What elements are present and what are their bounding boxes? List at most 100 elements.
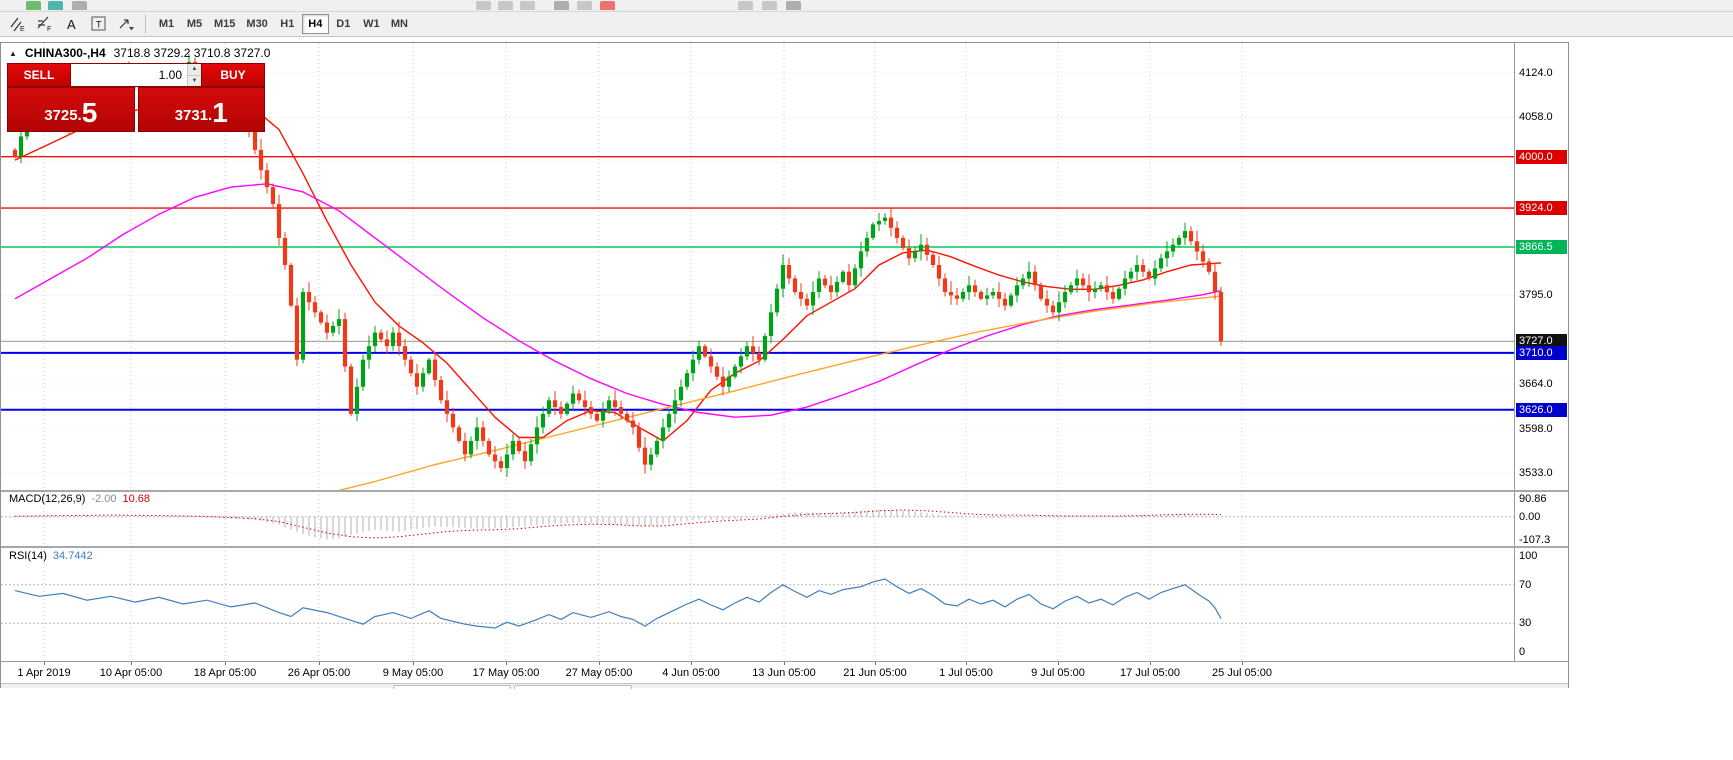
toolbar-icon-partial[interactable] — [738, 1, 753, 10]
sell-price-display[interactable]: 3725. 5 — [7, 87, 135, 132]
toolbar-icon-partial[interactable] — [577, 1, 592, 10]
time-label: 25 Jul 05:00 — [1212, 667, 1272, 679]
buy-price-display[interactable]: 3731. 1 — [137, 87, 265, 132]
toolbar-icon-partial[interactable] — [476, 1, 491, 10]
time-label: 4 Jun 05:00 — [662, 667, 720, 679]
rsi-panel-splitter[interactable] — [1, 546, 1568, 548]
horizontal-lines-layer — [1, 155, 1514, 411]
timeframe-button-mn[interactable]: MN — [390, 18, 408, 30]
toolbar-icon-partial[interactable] — [498, 1, 513, 10]
toolbar-row-1-partial — [0, 0, 1733, 12]
ma-line-red — [14, 98, 1222, 442]
macd-name: MACD(12,26,9) — [9, 493, 86, 505]
price-axis[interactable]: 4124.0 4058.0 3795.0 3664.0 3598.0 3533.0 4000… — [1514, 43, 1568, 661]
toolbar-icon-partial[interactable] — [26, 1, 41, 10]
sell-button[interactable]: SELL — [7, 63, 71, 87]
timeframe-button-h1[interactable]: H1 — [280, 18, 295, 30]
time-tick — [1242, 662, 1243, 665]
main-chart-plot[interactable] — [1, 43, 1514, 491]
price-badge: 4000.0 — [1516, 149, 1567, 164]
buy-price-big-digit: 1 — [212, 97, 228, 128]
buy-price-main: 3731. — [174, 107, 213, 124]
timeframe-button-m5[interactable]: M5 — [186, 18, 203, 30]
rsi-indicator-plot[interactable] — [1, 547, 1514, 661]
timeframe-button-d1[interactable]: D1 — [336, 18, 351, 30]
ma-line-orange — [333, 295, 1222, 491]
timeframe-button-w1[interactable]: W1 — [363, 18, 380, 30]
time-label: 17 May 05:00 — [472, 667, 540, 679]
equidistant-channel-icon[interactable]: E — [6, 14, 30, 35]
time-label: 9 May 05:00 — [382, 667, 444, 679]
text-icon[interactable]: A — [60, 14, 84, 35]
chart-symbol-label: CHINA300-,H4 — [24, 46, 106, 60]
macd-signal-value: 10.68 — [122, 493, 151, 505]
time-tick — [691, 662, 692, 665]
timeframe-button-m30[interactable]: M30 — [246, 18, 268, 30]
rsi-axis-label: 100 — [1519, 550, 1538, 562]
price-tick-label: 3533.0 — [1519, 466, 1553, 479]
timeframe-button-m1[interactable]: M1 — [158, 18, 175, 30]
toolbar-icon-partial[interactable] — [554, 1, 569, 10]
time-tick — [506, 662, 507, 665]
chart-tab-partial[interactable] — [514, 685, 632, 689]
rsi-axis-label: 70 — [1519, 578, 1532, 591]
chart-header: ▲ CHINA300-,H4 3718.8 3729.2 3710.8 3727… — [9, 46, 270, 60]
toolbar-icon-partial[interactable] — [786, 1, 801, 10]
macd-indicator-plot[interactable] — [1, 491, 1514, 547]
time-tick — [599, 662, 600, 665]
chart-ohlc-label: 3718.8 3729.2 3710.8 3727.0 — [113, 46, 271, 60]
time-tick — [44, 662, 45, 665]
ma-line-magenta — [14, 183, 1222, 418]
volume-down-button[interactable]: ▼ — [188, 75, 201, 86]
toolbar-row-2: E F A T M1 M5 M15 M30 H1 H4 D1 W1 MN — [0, 12, 1733, 37]
time-axis[interactable]: 1 Apr 2019 10 Apr 05:00 18 Apr 05:00 26 Apr… — [1, 661, 1568, 683]
svg-text:F: F — [47, 26, 51, 33]
chart-tab-partial[interactable] — [393, 685, 511, 689]
volume-up-button[interactable]: ▲ — [188, 64, 201, 76]
rsi-axis-label: 30 — [1519, 617, 1532, 630]
toolbar-icon-partial[interactable] — [762, 1, 777, 10]
toolbar-icon-partial[interactable] — [72, 1, 87, 10]
arrows-dropdown-icon[interactable] — [114, 14, 138, 35]
toolbar-icon-partial[interactable] — [48, 1, 63, 10]
rsi-value: 34.7442 — [52, 550, 93, 562]
timeframe-button-m15[interactable]: M15 — [214, 18, 236, 30]
time-label: 17 Jul 05:00 — [1120, 667, 1180, 679]
one-click-trading-panel: SELL ▲ ▼ BUY 3725.5 3731.1 — [7, 63, 265, 132]
toolbar-icon-partial[interactable] — [520, 1, 535, 10]
time-label: 10 Apr 05:00 — [99, 667, 163, 679]
time-tick — [225, 662, 226, 665]
macd-axis-label: 0.00 — [1519, 510, 1541, 523]
volume-input[interactable] — [71, 64, 187, 86]
fibonacci-icon[interactable]: F — [33, 14, 57, 35]
price-tick-label: 3598.0 — [1519, 422, 1553, 435]
svg-text:E: E — [20, 26, 25, 33]
toolbar-separator — [145, 15, 146, 33]
time-label: 9 Jul 05:00 — [1031, 667, 1085, 679]
buy-button[interactable]: BUY — [201, 63, 265, 87]
time-tick — [413, 662, 414, 665]
macd-label: MACD(12,26,9) -2.00 10.68 — [9, 493, 150, 505]
price-badge: 3727.0 — [1516, 334, 1567, 349]
time-label: 1 Jul 05:00 — [939, 667, 993, 679]
macd-axis-label: -107.3 — [1519, 533, 1551, 546]
toolbar-icon-partial[interactable] — [600, 1, 615, 10]
time-tick — [1058, 662, 1059, 665]
macd-panel-splitter[interactable] — [1, 490, 1568, 492]
price-tick-label: 4058.0 — [1519, 111, 1553, 124]
grid-layer — [1, 43, 1514, 491]
price-badge: 3924.0 — [1516, 201, 1567, 216]
price-badge: 3626.0 — [1516, 402, 1567, 417]
time-tick — [1150, 662, 1151, 665]
candles-layer — [12, 53, 1224, 477]
time-tick — [131, 662, 132, 665]
text-label-icon[interactable]: T — [87, 14, 111, 35]
time-label: 1 Apr 2019 — [17, 667, 71, 679]
rsi-label: RSI(14) 34.7442 — [9, 550, 93, 562]
timeframe-button-h4[interactable]: H4 — [301, 14, 329, 34]
timeframe-toolbar: M1 M5 M15 M30 H1 H4 D1 W1 MN — [153, 14, 413, 34]
macd-axis-label: 90.86 — [1519, 493, 1547, 505]
time-label: 13 Jun 05:00 — [752, 667, 816, 679]
one-click-collapse-icon[interactable]: ▲ — [9, 48, 17, 58]
